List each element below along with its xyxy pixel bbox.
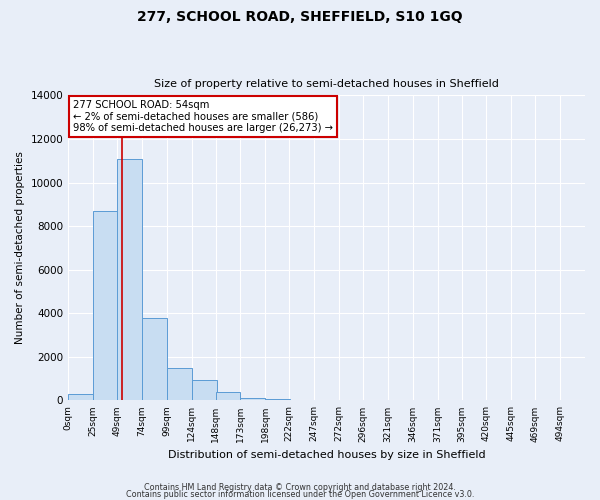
Text: Contains public sector information licensed under the Open Government Licence v3: Contains public sector information licen… <box>126 490 474 499</box>
Text: 277 SCHOOL ROAD: 54sqm
← 2% of semi-detached houses are smaller (586)
98% of sem: 277 SCHOOL ROAD: 54sqm ← 2% of semi-deta… <box>73 100 334 133</box>
Bar <box>167 368 191 400</box>
Text: 277, SCHOOL ROAD, SHEFFIELD, S10 1GQ: 277, SCHOOL ROAD, SHEFFIELD, S10 1GQ <box>137 10 463 24</box>
X-axis label: Distribution of semi-detached houses by size in Sheffield: Distribution of semi-detached houses by … <box>168 450 485 460</box>
Text: Contains HM Land Registry data © Crown copyright and database right 2024.: Contains HM Land Registry data © Crown c… <box>144 484 456 492</box>
Bar <box>68 394 93 400</box>
Bar <box>265 398 290 400</box>
Title: Size of property relative to semi-detached houses in Sheffield: Size of property relative to semi-detach… <box>154 79 499 89</box>
Y-axis label: Number of semi-detached properties: Number of semi-detached properties <box>15 152 25 344</box>
Bar <box>117 158 142 400</box>
Bar <box>191 380 217 400</box>
Bar <box>241 398 265 400</box>
Bar <box>93 211 118 400</box>
Bar <box>142 318 167 400</box>
Bar <box>215 392 241 400</box>
